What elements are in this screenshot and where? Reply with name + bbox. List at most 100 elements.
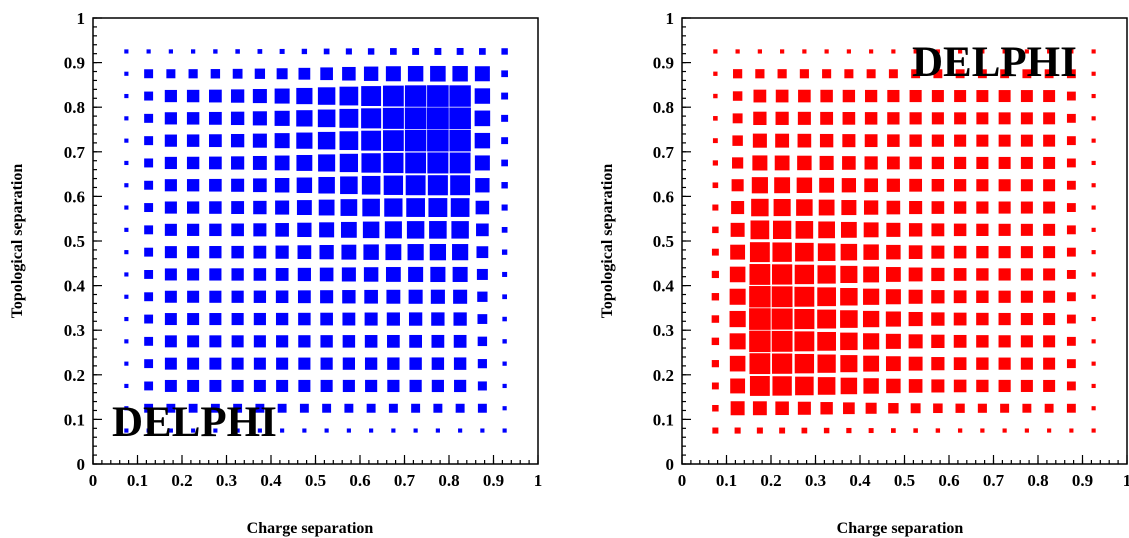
histogram-cell [253,357,266,370]
histogram-cell [820,111,834,125]
histogram-cell [1091,339,1096,344]
histogram-cell [385,267,401,282]
histogram-cell [144,269,154,279]
histogram-cell [253,335,266,348]
histogram-cell [299,403,309,413]
histogram-cell [124,71,129,76]
histogram-cell [749,264,771,285]
histogram-cell [409,379,422,393]
histogram-cell [320,357,333,370]
histogram-cell [955,403,965,413]
histogram-cell [231,178,245,192]
histogram-cell [1022,403,1032,413]
histogram-cell [771,286,793,308]
histogram-cell [796,199,813,216]
histogram-cell [1022,69,1032,79]
axis-ticks: 0 0.1 0.2 0.3 0.4 0.5 0.6 0.7 0.8 0.9 1 0 0.1 0.2 0.3 0… [653,9,1129,490]
histogram-cell [430,289,445,304]
histogram-cell [1020,179,1033,192]
histogram-cell [166,69,176,79]
histogram-cell [913,428,918,433]
histogram-cell [1024,49,1029,54]
histogram-cell [474,88,491,104]
histogram-cell [998,134,1011,147]
histogram-cell [886,244,901,260]
histogram-cell [297,245,312,260]
histogram-cell [164,246,177,259]
histogram-cell [771,308,793,330]
histogram-cell [146,49,151,54]
histogram-cell [1020,201,1033,214]
histogram-cell [749,286,771,308]
histogram-cell [231,312,244,326]
histogram-cell [501,159,508,167]
histogram-cell [711,382,719,390]
histogram-cell [502,271,508,277]
histogram-cell [209,223,222,237]
histogram-cell [908,356,923,371]
histogram-cell [909,156,922,170]
histogram-cell [931,90,944,103]
histogram-cell [209,313,222,326]
histogram-cell [252,111,267,126]
histogram-cell [429,221,447,239]
histogram-cell [771,330,793,352]
histogram-cell [711,360,719,368]
histogram-cell [846,427,852,434]
histogram-cell [908,223,923,237]
histogram-cell [998,246,1011,259]
histogram-cell [1047,49,1052,54]
histogram-cell [955,69,965,79]
histogram-cell [891,428,896,433]
histogram-cell [817,309,837,329]
histogram-cell [502,339,507,344]
histogram-cell [820,89,833,103]
histogram-cell [957,428,963,433]
histogram-cell [164,112,177,125]
histogram-cell [886,222,901,237]
histogram-cell [144,381,154,391]
histogram-cell [384,221,402,239]
histogram-cell [318,154,336,172]
histogram-cell [230,89,245,103]
histogram-cell [775,401,789,416]
histogram-cell [253,200,267,215]
histogram-cell [502,406,507,411]
histogram-cell [910,403,921,414]
histogram-cell [931,334,945,349]
x-tick-label: 0.1 [127,471,148,490]
histogram-cell [298,335,311,348]
x-tick-label: 0.3 [805,471,826,490]
histogram-cell [998,268,1011,281]
x-tick-label: 0.4 [260,471,282,490]
histogram-cell [341,244,357,260]
histogram-cell [998,223,1011,236]
histogram-cell [382,107,404,129]
histogram-cell [501,48,508,55]
histogram-cell [322,403,332,413]
histogram-cell [164,179,177,192]
histogram-cell [774,155,790,171]
histogram-cell [431,312,445,326]
histogram-cell [824,49,829,54]
histogram-cell [795,221,814,239]
histogram-cell [275,290,289,304]
x-tick-label: 0.1 [716,471,737,490]
y-tick-label: 0.3 [64,321,85,340]
histogram-cell [886,178,900,192]
histogram-cell [210,403,220,413]
histogram-cell [274,88,290,104]
histogram-cell [382,85,404,107]
histogram-cell [976,357,989,370]
histogram-cell [367,48,375,55]
histogram-cell [817,377,836,395]
y-tick-label: 0.8 [653,98,674,117]
histogram-cell [730,244,746,260]
histogram-cell [479,48,486,55]
histogram-cell [843,402,855,415]
histogram-cell [187,379,200,392]
histogram-cell [450,198,470,217]
y-tick-label: 0.2 [653,366,674,385]
histogram-cell [731,179,744,192]
